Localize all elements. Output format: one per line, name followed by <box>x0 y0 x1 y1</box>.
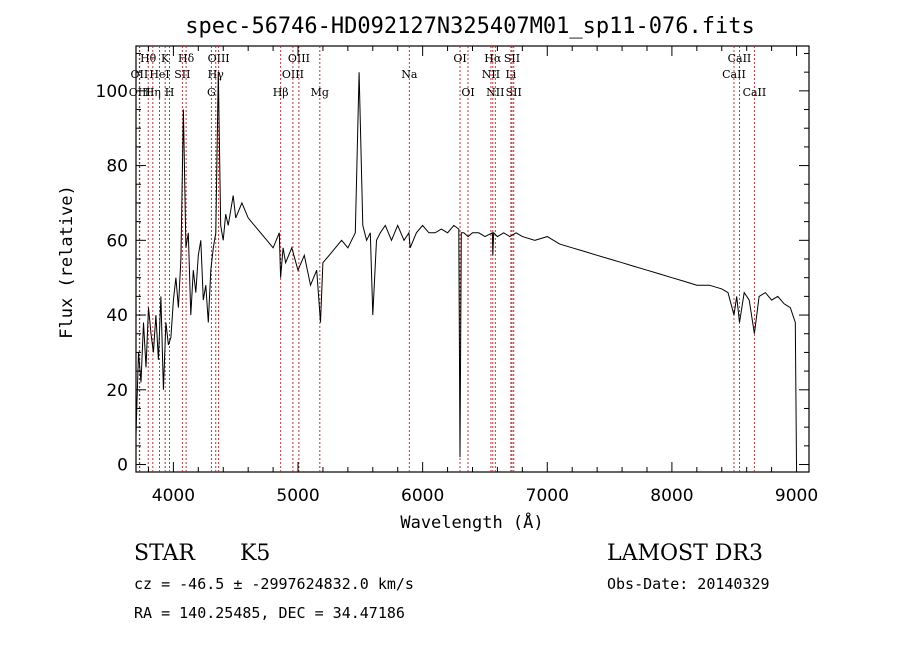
spectral-line-label: Hβ <box>273 86 289 99</box>
spectral-line-label: Hγ <box>208 68 225 81</box>
flux-series-line <box>135 72 797 465</box>
spectral-line-label: OIII <box>288 52 310 65</box>
spectral-line-label: SII <box>174 68 190 81</box>
spectral-line-label: Li <box>505 68 516 81</box>
spectral-line-label: OIII <box>208 52 230 65</box>
x-tick-label: 8000 <box>650 486 693 506</box>
spectral-line-label: NII <box>486 86 504 99</box>
obs-date-text: Obs-Date: 20140329 <box>607 575 770 593</box>
y-tick-label: 20 <box>106 381 128 401</box>
spectral-line-label: HeI <box>149 68 169 81</box>
object-class: STAR <box>134 541 196 566</box>
spectral-line-label: CaII <box>722 68 746 81</box>
spectral-line-label: OI <box>461 86 474 99</box>
redshift-text: cz = -46.5 ± -2997624832.0 km/s <box>134 575 414 593</box>
x-tick-label: 9000 <box>775 486 818 506</box>
x-tick-label: 5000 <box>276 486 319 506</box>
x-tick-label: 6000 <box>401 486 444 506</box>
spectral-line-label: H <box>165 86 175 99</box>
plot-frame <box>135 45 810 473</box>
spectral-line-label: OII <box>131 68 149 81</box>
y-tick-label: 40 <box>106 306 128 326</box>
spectral-line-label: G <box>207 86 216 99</box>
spectral-line-label: NII <box>482 68 500 81</box>
survey-name: LAMOST DR3 <box>607 541 763 566</box>
spectral-line-label: Hη <box>145 86 161 99</box>
spectral-line-label: Hδ <box>178 52 195 65</box>
x-tick-label: 7000 <box>526 486 569 506</box>
chart-title: spec-56746-HD092127N325407M01_sp11-076.f… <box>185 14 755 39</box>
spectral-line-label: Hθ <box>140 52 157 65</box>
x-tick-label: 4000 <box>152 486 195 506</box>
spectral-line-label: Hα <box>484 52 502 65</box>
radec-text: RA = 140.25485, DEC = 34.47186 <box>134 604 405 622</box>
spectral-line-label: OIII <box>129 86 151 99</box>
spectral-subclass: K5 <box>240 541 270 566</box>
y-tick-label: 100 <box>96 82 128 102</box>
spectral-line-label: CaII <box>743 86 767 99</box>
spectral-line-label: K <box>161 52 170 65</box>
y-axis-ticks: 0 20 40 60 80 100 <box>96 52 809 476</box>
y-tick-label: 80 <box>106 157 128 177</box>
spectral-line-label: Na <box>401 68 418 81</box>
y-axis-label: Flux (relative) <box>57 185 77 339</box>
spectral-line-label: OI <box>453 52 466 65</box>
x-axis-ticks: 4000 5000 6000 7000 8000 9000 <box>147 46 818 506</box>
spectral-line-markers <box>138 46 755 472</box>
spectral-line-label: OIII <box>282 68 304 81</box>
spectral-line-label: CaII <box>728 52 752 65</box>
y-tick-label: 60 <box>106 231 128 251</box>
x-axis-label: Wavelength (Å) <box>400 511 543 533</box>
y-tick-label: 0 <box>117 456 128 476</box>
spectral-line-label: SII <box>506 86 522 99</box>
spectral-line-label: Mg <box>311 86 329 99</box>
spectral-line-label: SII <box>504 52 520 65</box>
